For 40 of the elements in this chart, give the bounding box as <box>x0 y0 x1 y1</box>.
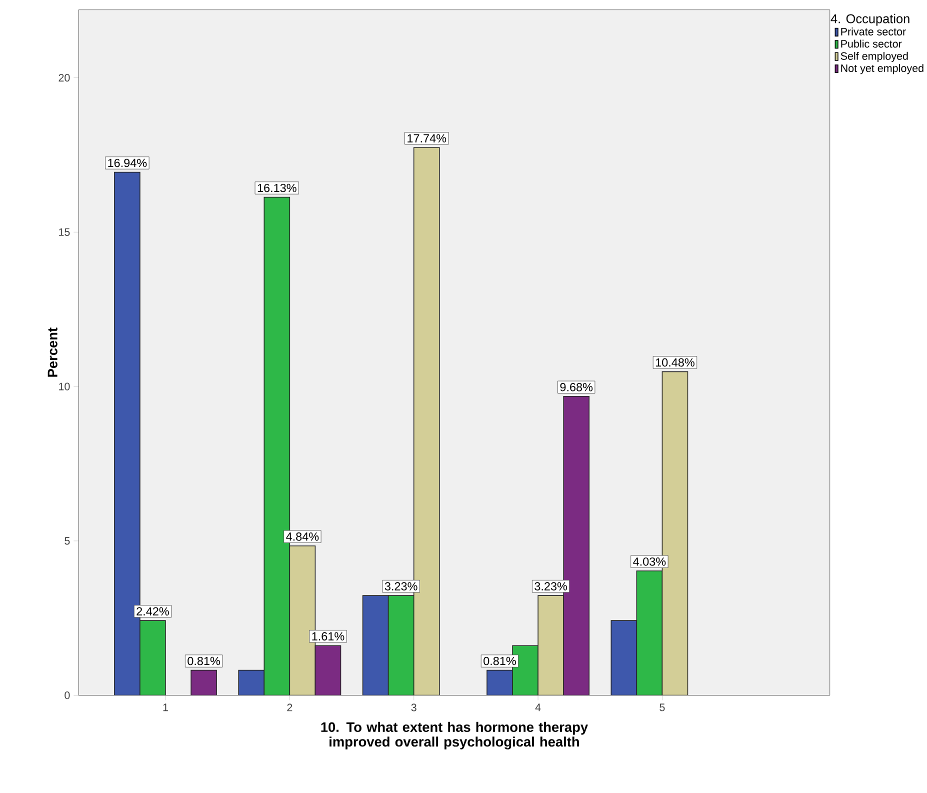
bar <box>314 645 342 696</box>
data-label: 1.61% <box>312 632 344 641</box>
x-tick-label: 3 <box>411 704 416 712</box>
data-label: 10.48% <box>656 358 694 367</box>
bar <box>388 595 414 696</box>
data-label: 9.68% <box>560 383 593 392</box>
bar <box>486 670 512 696</box>
data-label: 0.81% <box>188 657 220 666</box>
data-label: 3.23% <box>534 582 568 591</box>
bar <box>636 570 663 696</box>
x-axis-title: 10. To what extent has hormone therapy improved overall psychological health <box>321 722 588 750</box>
data-label: 16.13% <box>258 184 296 192</box>
y-axis-title: Percent <box>48 328 58 377</box>
x-tick-label: 1 <box>163 704 168 712</box>
y-tick-label: 20 <box>58 74 70 82</box>
data-label: 2.42% <box>136 607 169 616</box>
bar <box>362 595 389 696</box>
data-label: 4.84% <box>286 532 319 541</box>
legend-label: Not yet employed <box>841 64 924 74</box>
y-tick-label: 10 <box>59 382 70 391</box>
data-label: 3.23% <box>384 582 418 591</box>
bar <box>538 596 564 696</box>
data-label: 4.03% <box>633 558 666 566</box>
x-tick-label: 5 <box>660 704 665 712</box>
bar <box>140 620 166 696</box>
bar <box>238 670 265 696</box>
y-tick-label: 15 <box>59 228 70 236</box>
bar <box>190 670 217 696</box>
legend-title: 4. Occupation <box>830 14 910 26</box>
data-label: 0.81% <box>484 657 516 666</box>
bar <box>610 620 638 696</box>
legend-label: Private sector <box>841 28 906 36</box>
x-tick-label: 4 <box>535 704 541 712</box>
y-tick-label: 0 <box>64 692 70 700</box>
legend-label: Public sector <box>841 40 902 48</box>
data-label: 16.94% <box>108 159 147 168</box>
data-label: 17.74% <box>408 134 446 143</box>
x-tick-label: 2 <box>287 704 292 712</box>
legend-label: Self employed <box>840 52 908 62</box>
y-tick-label: 5 <box>64 537 70 545</box>
